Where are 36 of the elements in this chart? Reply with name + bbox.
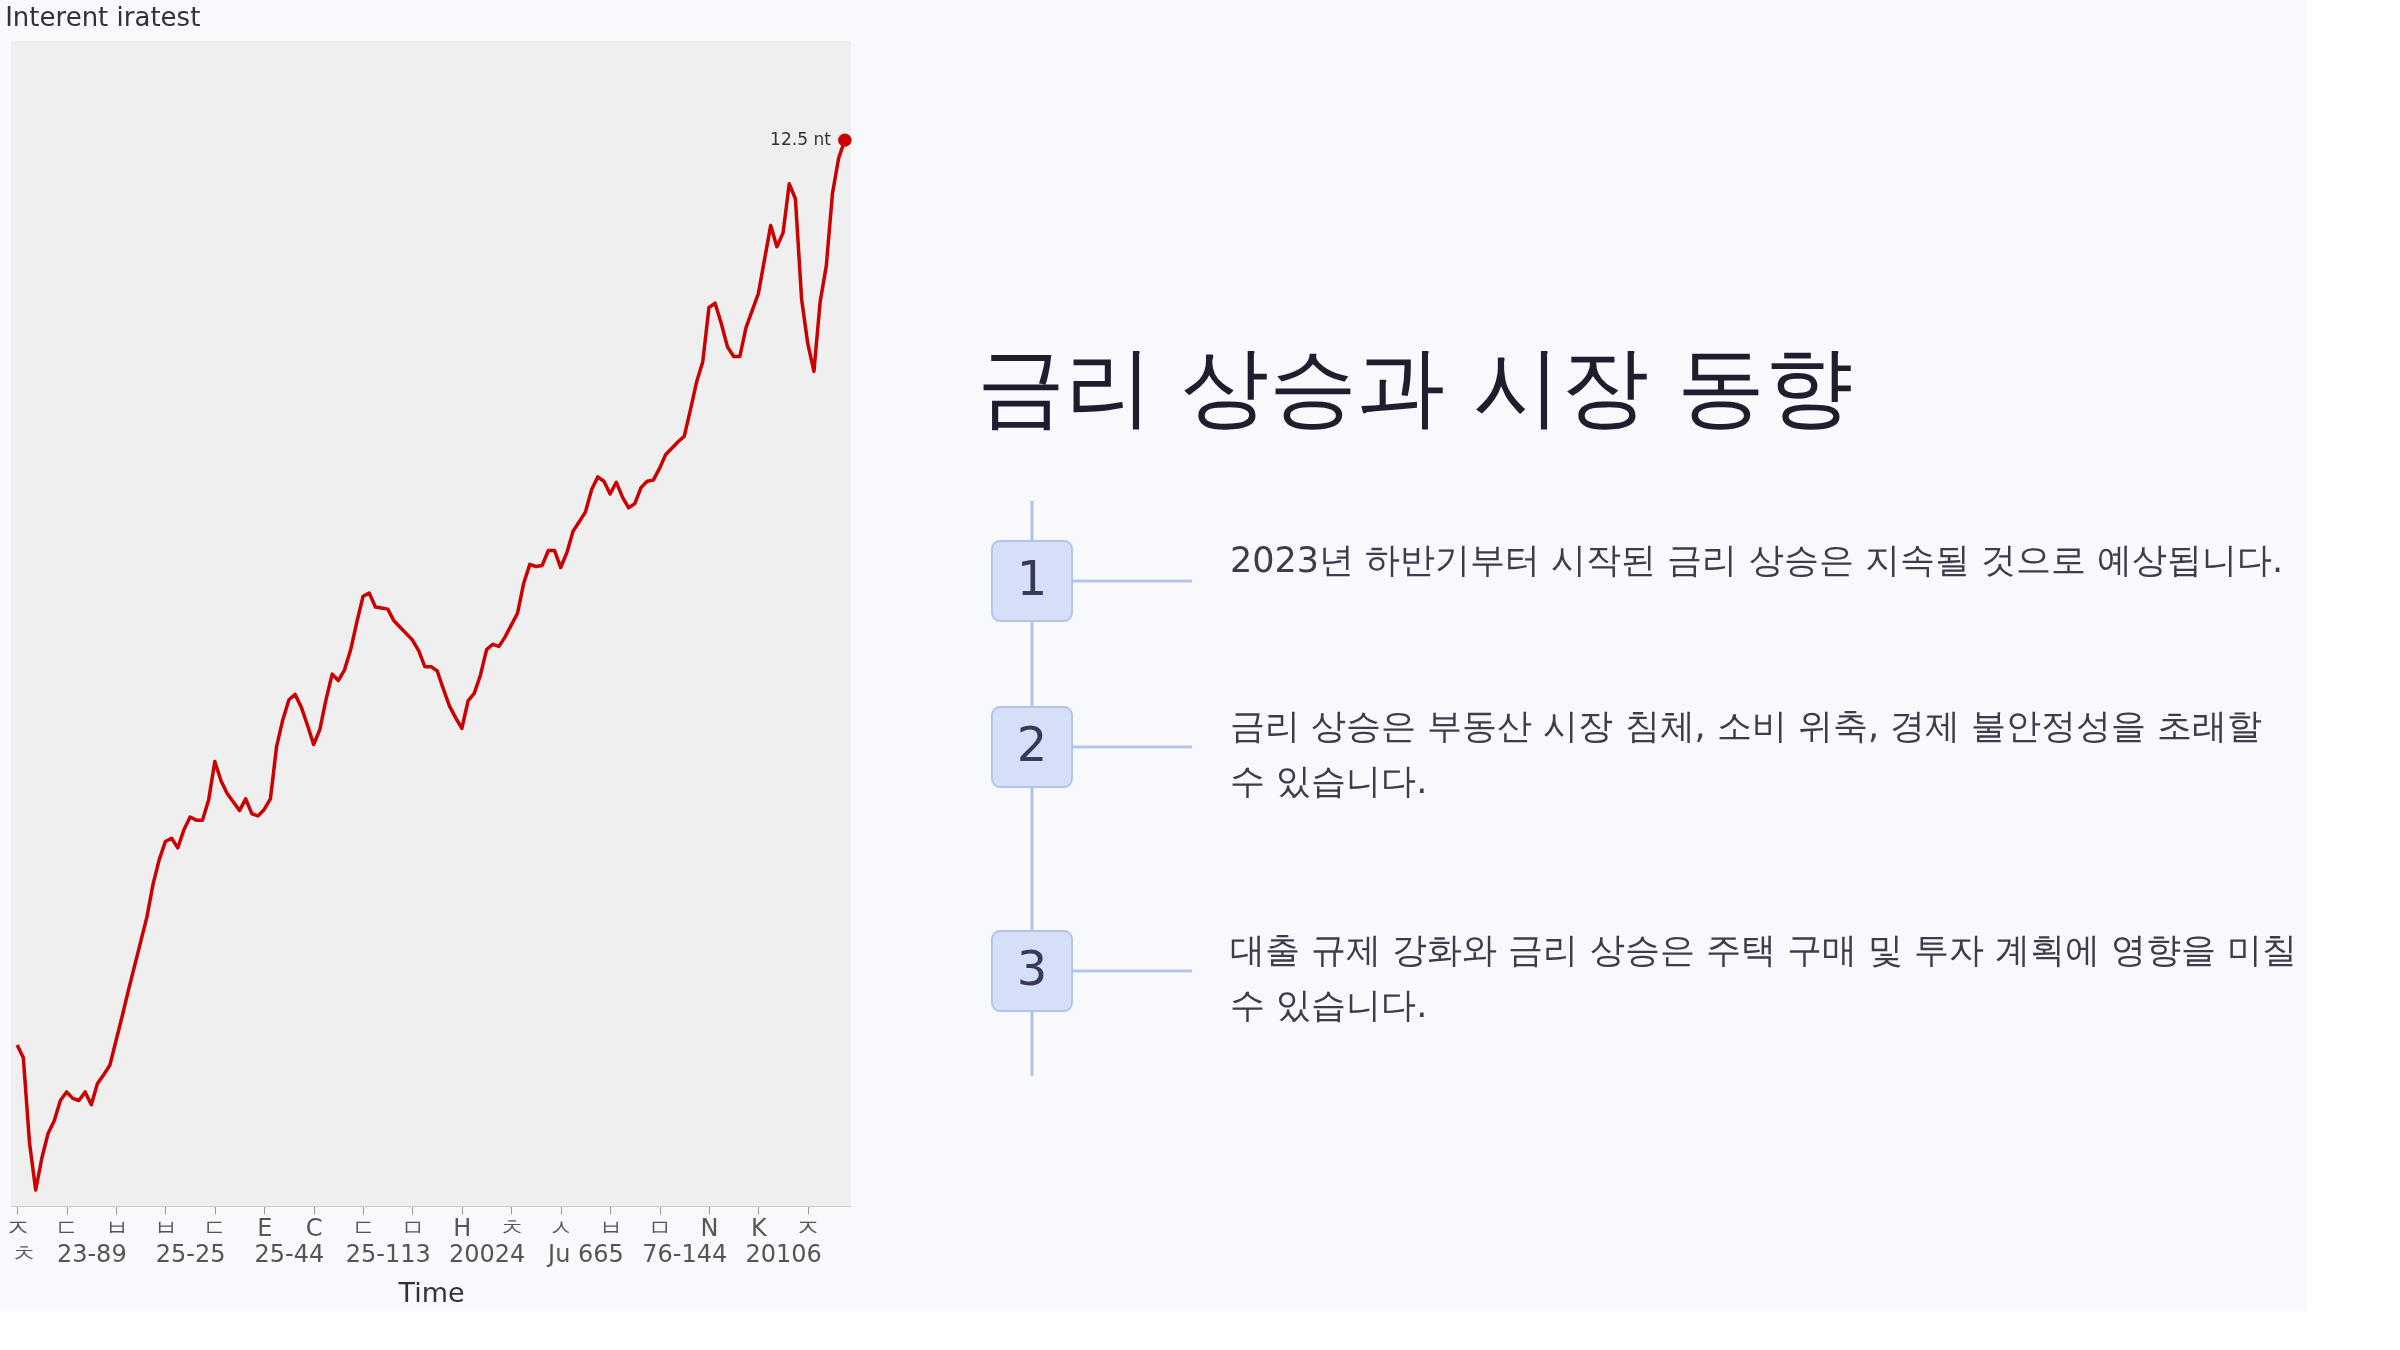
- x-axis-title: Time: [397, 1276, 465, 1308]
- x-tick-label: K: [750, 1213, 768, 1242]
- text: 금리 상승은 부동산 시장 침체, 소비 위축, 경제 불안정성을 초래할 수 있습니다.: [1230, 706, 2263, 801]
- text: 2: [1016, 716, 1048, 772]
- x-tick-label: ㅊ: [499, 1213, 524, 1242]
- x-tick-label: C: [305, 1213, 323, 1242]
- x-tick-label: 76-144: [642, 1239, 728, 1268]
- x-tick-label: 25-44: [254, 1239, 325, 1268]
- x-tick-label: ㅊ: [11, 1239, 36, 1268]
- text: 2023년 하반기부터 시작된 금리 상승은 지속될 것으로 예상됩니다.: [1230, 540, 2284, 580]
- x-tick-label: ㅂ: [104, 1213, 129, 1242]
- x-tick-label: 23-89: [56, 1239, 127, 1268]
- x-tick-label: ㅂ: [153, 1213, 178, 1242]
- x-tick-label: ㅈ: [5, 1213, 30, 1242]
- text: 대출 규제 강화와 금리 상승은 주택 구매 및 투자 계획에 영향을 미칠 수 있습니다.: [1230, 930, 2298, 1025]
- x-tick-label: E: [257, 1213, 273, 1242]
- x-tick-label: ㅁ: [648, 1213, 673, 1242]
- text: 금리 상승과 시장 동향: [977, 335, 1853, 438]
- text: 1: [1016, 550, 1048, 606]
- x-tick-label: ㄷ: [203, 1213, 228, 1242]
- annotation: 12.5 nt: [770, 129, 832, 150]
- x-tick-label: ㅈ: [796, 1213, 821, 1242]
- chart-title: Interent iratest: [5, 2, 201, 32]
- x-tick-label: 25-113: [345, 1239, 431, 1268]
- x-tick-label: ㄷ: [55, 1213, 80, 1242]
- x-tick-label: N: [700, 1213, 719, 1242]
- x-tick-label: ㅂ: [598, 1213, 623, 1242]
- x-tick-label: ㅅ: [549, 1213, 574, 1242]
- x-tick-label: Ju 665: [546, 1239, 624, 1268]
- x-tick-label: ㄷ: [351, 1213, 376, 1242]
- x-tick-label: H: [453, 1213, 472, 1242]
- text: 3: [1016, 940, 1048, 996]
- x-tick-label: 25-25: [155, 1239, 226, 1268]
- x-tick-label: 20106: [745, 1239, 822, 1268]
- x-tick-label: 20024: [448, 1239, 526, 1268]
- x-tick-label: ㅁ: [400, 1213, 425, 1242]
